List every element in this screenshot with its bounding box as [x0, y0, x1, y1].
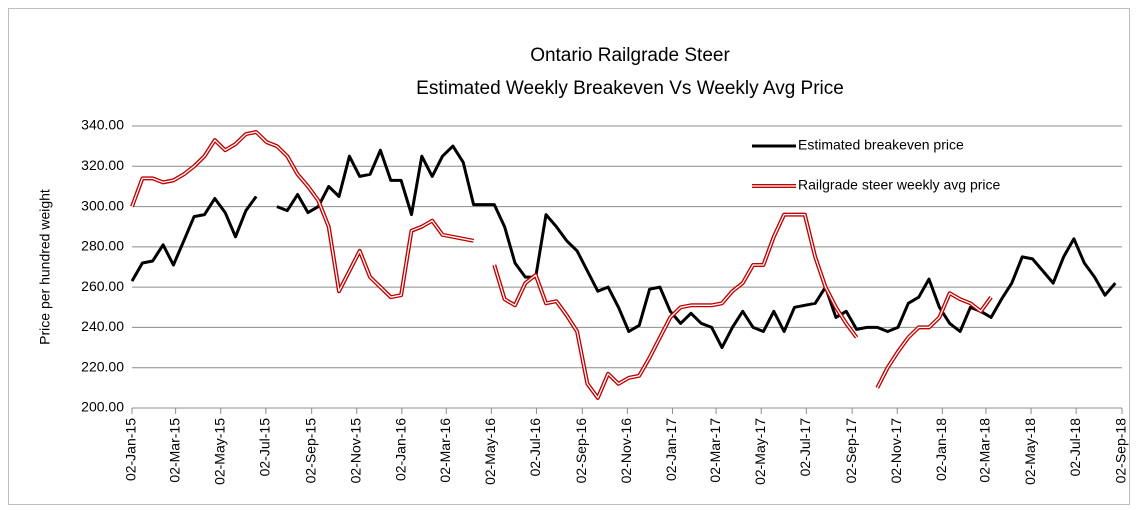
x-tick-label: 02-Mar-17: [707, 418, 723, 483]
x-tick-label: 02-May-17: [752, 418, 768, 485]
x-tick-label: 02-Sep-16: [573, 418, 589, 484]
legend-label: Railgrade steer weekly avg price: [798, 177, 1001, 193]
x-tick-label: 02-Nov-15: [347, 418, 363, 484]
chart-frame: [8, 8, 1130, 505]
y-tick-label: 240.00: [81, 318, 124, 334]
x-tick-label: 02-Mar-16: [437, 418, 453, 483]
x-tick-label: 02-Mar-18: [977, 418, 993, 483]
x-tick-label: 02-Mar-15: [166, 418, 182, 483]
chart-subtitle: Estimated Weekly Breakeven Vs Weekly Avg…: [416, 78, 844, 99]
y-tick-label: 320.00: [81, 157, 124, 173]
x-tick-label: 02-Jul-16: [527, 418, 543, 477]
x-tick-label: 02-Sep-18: [1113, 418, 1129, 484]
x-tick-label: 02-Nov-16: [618, 418, 634, 484]
y-axis-label: Price per hundred weight: [37, 189, 53, 345]
x-tick-label: 02-Jul-17: [797, 418, 813, 477]
y-tick-label: 200.00: [81, 399, 124, 415]
x-tick-label: 02-Jan-18: [933, 418, 949, 481]
x-tick-label: 02-May-16: [482, 418, 498, 485]
x-tick-label: 02-May-15: [211, 418, 227, 485]
x-tick-label: 02-Jan-17: [663, 418, 679, 481]
legend-label: Estimated breakeven price: [798, 137, 964, 153]
y-tick-label: 300.00: [81, 197, 124, 213]
chart-title: Ontario Railgrade Steer: [530, 45, 730, 66]
x-tick-label: 02-Jan-16: [393, 418, 409, 481]
y-tick-label: 280.00: [81, 238, 124, 254]
x-tick-label: 02-May-18: [1022, 418, 1038, 485]
x-tick-label: 02-Sep-15: [302, 418, 318, 484]
y-tick-label: 220.00: [81, 358, 124, 374]
x-tick-label: 02-Sep-17: [843, 418, 859, 484]
x-tick-label: 02-Nov-17: [888, 418, 904, 484]
x-tick-label: 02-Jul-15: [257, 418, 273, 477]
y-tick-label: 340.00: [81, 117, 124, 133]
series-line-inner: [131, 131, 992, 399]
x-tick-label: 02-Jul-18: [1067, 418, 1083, 477]
y-tick-label: 260.00: [81, 278, 124, 294]
x-tick-label: 02-Jan-15: [123, 418, 139, 481]
